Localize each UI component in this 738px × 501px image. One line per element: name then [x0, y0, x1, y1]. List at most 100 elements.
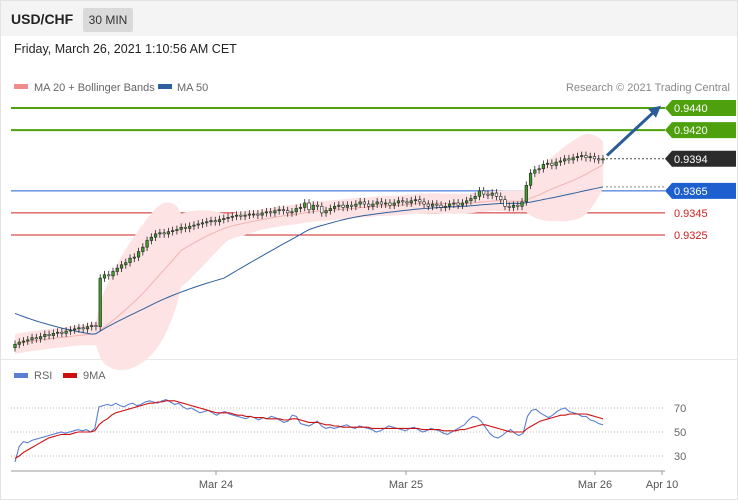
candle-body — [64, 330, 68, 334]
candle-body — [234, 214, 239, 217]
candle-body — [119, 264, 124, 269]
rsi-tick-50: 50 — [674, 427, 686, 439]
candle-body — [213, 220, 217, 223]
candle-body — [482, 190, 486, 195]
candle-body — [264, 211, 268, 214]
candle-body — [196, 223, 200, 226]
panel-separator — [1, 359, 737, 360]
time-tick-label: Mar 25 — [389, 479, 423, 491]
candle-body — [499, 196, 503, 200]
candle-body — [230, 215, 234, 218]
price-chart: 0.9440 0.9420 0.9365 0.9345 0.9325 0.9394 — [11, 100, 736, 371]
candle-body — [580, 155, 584, 157]
candle-body — [328, 208, 332, 212]
candle-body — [77, 327, 81, 330]
current-price-tag — [665, 150, 736, 167]
candle-body — [435, 203, 439, 206]
candle-body — [85, 326, 90, 330]
candle-body — [239, 214, 243, 217]
candle-body — [541, 164, 545, 170]
candle-body — [426, 203, 430, 207]
rsi-series-RSI — [14, 399, 604, 463]
candle-body — [43, 334, 47, 337]
candle-body — [60, 331, 64, 334]
candle-body — [350, 204, 354, 207]
level-label-0.9325: 0.9325 — [674, 230, 708, 242]
candle-body — [281, 209, 286, 212]
candle-body — [524, 185, 528, 203]
candle-body — [209, 220, 213, 223]
candle-body — [94, 325, 98, 327]
candle-body — [571, 157, 575, 161]
candle-body — [537, 168, 541, 171]
forecast-arrow — [605, 110, 656, 157]
candle-body — [111, 271, 115, 277]
candle-body — [277, 209, 281, 212]
candle-body — [47, 334, 51, 336]
candle-body — [38, 336, 43, 340]
candle-body — [401, 200, 405, 203]
candle-body — [56, 331, 60, 334]
candle-body — [392, 202, 396, 206]
candle-body — [490, 192, 494, 196]
candle-body — [469, 198, 473, 202]
candle-body — [367, 203, 371, 207]
candle-body — [243, 214, 247, 217]
candles — [13, 151, 605, 352]
candle-body — [145, 240, 149, 248]
candle-body — [102, 274, 107, 279]
ma20-legend-swatch — [14, 84, 28, 89]
candle-body — [371, 203, 375, 207]
candle-body — [200, 222, 205, 225]
candle-body — [507, 205, 511, 208]
candle-body — [222, 218, 226, 220]
symbol-label: USD/CHF — [11, 11, 74, 27]
candle-body — [588, 156, 592, 158]
candle-body — [511, 204, 516, 208]
level-tag-0.9365 — [665, 182, 736, 199]
forecast-arrow-head — [648, 105, 661, 118]
candle-body — [128, 257, 132, 263]
candle-body — [298, 207, 303, 209]
bollinger-band — [15, 134, 603, 371]
candle-body — [452, 202, 456, 205]
candle-body — [358, 201, 362, 205]
candle-body — [575, 156, 580, 158]
candle-body — [528, 172, 533, 186]
candle-body — [171, 230, 175, 232]
candle-body — [384, 202, 388, 205]
candle-body — [448, 203, 452, 207]
candle-body — [21, 340, 26, 343]
candle-body — [345, 204, 349, 208]
candle-body — [132, 256, 136, 259]
candle-body — [149, 236, 153, 241]
chart-header: USD/CHF 30 MIN — [1, 1, 737, 36]
candle-body — [192, 224, 196, 227]
candle-body — [388, 202, 392, 206]
candle-body — [597, 158, 601, 161]
level-tag-0.9440 — [665, 100, 736, 116]
rsi-legend-swatch — [14, 373, 28, 378]
candle-body — [30, 337, 34, 341]
candle-body — [320, 205, 324, 214]
level-label-0.9345: 0.9345 — [674, 208, 708, 220]
candle-body — [166, 231, 170, 235]
candle-body — [477, 190, 482, 197]
candle-body — [503, 199, 507, 207]
level-label-0.9420: 0.9420 — [674, 125, 708, 137]
candle-body — [205, 221, 209, 224]
candle-body — [68, 329, 72, 332]
time-tick-label: Mar 26 — [578, 479, 612, 491]
candle-body — [286, 210, 290, 214]
candle-body — [188, 225, 192, 229]
candle-body — [175, 229, 179, 231]
candle-body — [315, 204, 320, 207]
candle-body — [546, 162, 550, 165]
candle-body — [354, 203, 358, 207]
candle-body — [158, 232, 162, 235]
candle-body — [601, 158, 605, 161]
candle-body — [124, 262, 128, 266]
timeframe-badge[interactable]: 30 MIN — [83, 8, 133, 32]
ma9-legend-label: 9MA — [83, 370, 106, 382]
time-tick-label: Mar 24 — [199, 479, 233, 491]
